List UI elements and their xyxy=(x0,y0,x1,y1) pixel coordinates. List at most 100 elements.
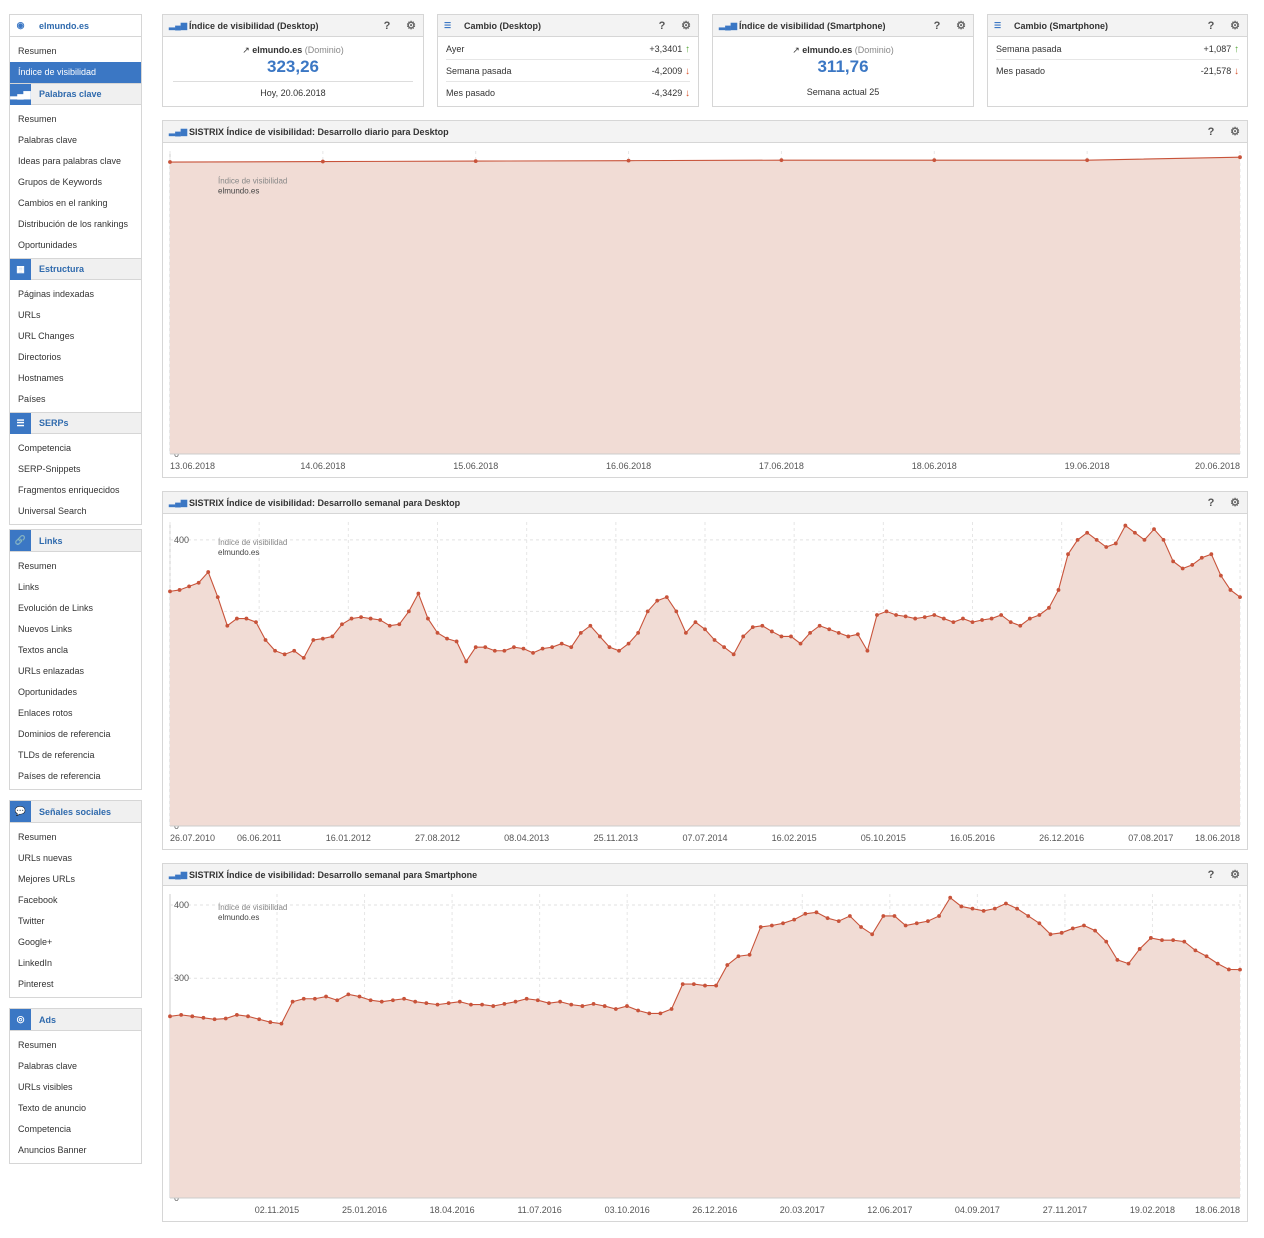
help-icon[interactable]: ? xyxy=(383,19,391,32)
data-point[interactable] xyxy=(279,1021,284,1026)
domain-link[interactable]: elmundo.es xyxy=(802,45,853,55)
data-point[interactable] xyxy=(859,925,863,929)
data-point[interactable] xyxy=(1015,906,1019,911)
data-point[interactable] xyxy=(368,616,373,621)
sidebar-item-resumen[interactable]: Resumen xyxy=(18,561,57,571)
data-point[interactable] xyxy=(884,609,889,614)
sidebar-item-ideas-para-palabras-clave[interactable]: Ideas para palabras clave xyxy=(18,156,122,166)
gear-icon[interactable]: ⚙ xyxy=(406,20,416,32)
data-point[interactable] xyxy=(865,648,870,653)
data-point[interactable] xyxy=(263,638,268,642)
sidebar-item-oportunidades[interactable]: Oportunidades xyxy=(18,687,78,697)
data-point[interactable] xyxy=(1070,926,1075,931)
data-point[interactable] xyxy=(416,591,421,596)
data-point[interactable] xyxy=(435,1002,440,1007)
data-point[interactable] xyxy=(569,645,574,650)
sidebar-item-grupos-de-keywords[interactable]: Grupos de Keywords xyxy=(18,177,103,187)
chart-daily-desktop[interactable]: 010020030013.06.201814.06.201815.06.2018… xyxy=(163,143,1247,477)
data-point[interactable] xyxy=(491,1004,496,1008)
data-point[interactable] xyxy=(177,588,182,592)
sidebar-item-indice-visibilidad[interactable]: Índice de visibilidad xyxy=(10,62,141,83)
data-point[interactable] xyxy=(1190,563,1195,567)
sidebar-item-texto-de-anuncio[interactable]: Texto de anuncio xyxy=(18,1103,87,1113)
sidebar-item-textos-ancla[interactable]: Textos ancla xyxy=(18,645,69,655)
data-point[interactable] xyxy=(206,570,211,574)
data-point[interactable] xyxy=(540,646,545,651)
data-point[interactable] xyxy=(531,650,535,655)
chart-weekly-smartphone[interactable]: 010020030040002.11.201525.01.201618.04.2… xyxy=(163,886,1247,1221)
data-point[interactable] xyxy=(881,914,886,918)
data-point[interactable] xyxy=(324,994,328,999)
data-point[interactable] xyxy=(913,616,918,621)
sidebar-item-competencia[interactable]: Competencia xyxy=(18,1124,72,1134)
sidebar-item-oportunidades[interactable]: Oportunidades xyxy=(18,240,78,250)
data-point[interactable] xyxy=(273,648,277,653)
data-point[interactable] xyxy=(892,914,897,918)
data-point[interactable] xyxy=(645,609,650,614)
data-point[interactable] xyxy=(626,641,631,646)
sidebar-item-resumen[interactable]: Resumen xyxy=(18,114,57,124)
data-point[interactable] xyxy=(669,1007,674,1011)
data-point[interactable] xyxy=(1008,620,1013,625)
data-point[interactable] xyxy=(473,159,478,163)
data-point[interactable] xyxy=(781,921,785,926)
sidebar-item-resumen[interactable]: Resumen xyxy=(18,832,57,842)
sidebar-group-title[interactable]: Links xyxy=(39,535,63,546)
sidebar-item-url-changes[interactable]: URL Changes xyxy=(18,331,75,341)
data-point[interactable] xyxy=(617,648,621,653)
sidebar-item-hostnames[interactable]: Hostnames xyxy=(18,373,64,383)
data-point[interactable] xyxy=(559,641,564,646)
data-point[interactable] xyxy=(1199,555,1204,560)
gear-icon[interactable]: ⚙ xyxy=(1230,20,1240,32)
gear-icon[interactable]: ⚙ xyxy=(1230,869,1240,881)
data-point[interactable] xyxy=(234,1012,239,1017)
data-point[interactable] xyxy=(1142,537,1147,542)
data-point[interactable] xyxy=(1218,573,1223,578)
data-point[interactable] xyxy=(814,910,819,915)
sidebar-item-competencia[interactable]: Competencia xyxy=(18,443,72,453)
sidebar-item-directorios[interactable]: Directorios xyxy=(18,352,62,362)
data-point[interactable] xyxy=(335,998,340,1003)
sidebar-item-evolucion-de-links[interactable]: Evolución de Links xyxy=(18,603,94,613)
sidebar-item-cambios-en-el-ranking[interactable]: Cambios en el ranking xyxy=(18,198,108,208)
data-point[interactable] xyxy=(1085,530,1090,535)
data-point[interactable] xyxy=(578,630,583,635)
data-point[interactable] xyxy=(168,589,172,594)
data-point[interactable] xyxy=(712,638,717,642)
sidebar-item-dominios-de-referencia[interactable]: Dominios de referencia xyxy=(18,729,111,739)
data-point[interactable] xyxy=(469,1002,473,1007)
data-point[interactable] xyxy=(445,636,449,641)
data-point[interactable] xyxy=(951,620,956,625)
data-point[interactable] xyxy=(1171,938,1176,943)
data-point[interactable] xyxy=(426,616,430,621)
data-point[interactable] xyxy=(391,998,395,1003)
data-point[interactable] xyxy=(914,921,919,926)
data-point[interactable] xyxy=(937,914,941,918)
sidebar-group-title[interactable]: Estructura xyxy=(39,264,85,274)
data-point[interactable] xyxy=(378,618,383,622)
data-point[interactable] xyxy=(846,634,851,639)
data-point[interactable] xyxy=(736,954,741,959)
sidebar-group-serps[interactable]: ☰ SERPs xyxy=(10,412,141,434)
data-point[interactable] xyxy=(502,1001,507,1006)
sidebar-item-distribucion-de-los-rankings[interactable]: Distribución de los rankings xyxy=(18,219,129,229)
data-point[interactable] xyxy=(674,609,679,614)
data-point[interactable] xyxy=(970,906,975,911)
sidebar-group-senales-sociales[interactable]: 💬 Señales sociales xyxy=(10,801,141,823)
domain-link[interactable]: elmundo.es xyxy=(252,45,303,55)
data-point[interactable] xyxy=(244,616,249,621)
data-point[interactable] xyxy=(959,904,964,909)
data-point[interactable] xyxy=(1048,932,1053,937)
data-point[interactable] xyxy=(932,158,937,163)
data-point[interactable] xyxy=(301,656,306,660)
data-point[interactable] xyxy=(1018,623,1023,628)
data-point[interactable] xyxy=(870,932,875,937)
sidebar-group-title[interactable]: Señales sociales xyxy=(39,806,112,817)
data-point[interactable] xyxy=(1226,967,1231,972)
external-link-icon[interactable]: ↗ xyxy=(792,45,800,55)
help-icon[interactable]: ? xyxy=(933,19,941,32)
data-point[interactable] xyxy=(817,623,822,628)
data-point[interactable] xyxy=(1193,948,1198,953)
data-point[interactable] xyxy=(387,623,392,628)
gear-icon[interactable]: ⚙ xyxy=(956,20,966,32)
